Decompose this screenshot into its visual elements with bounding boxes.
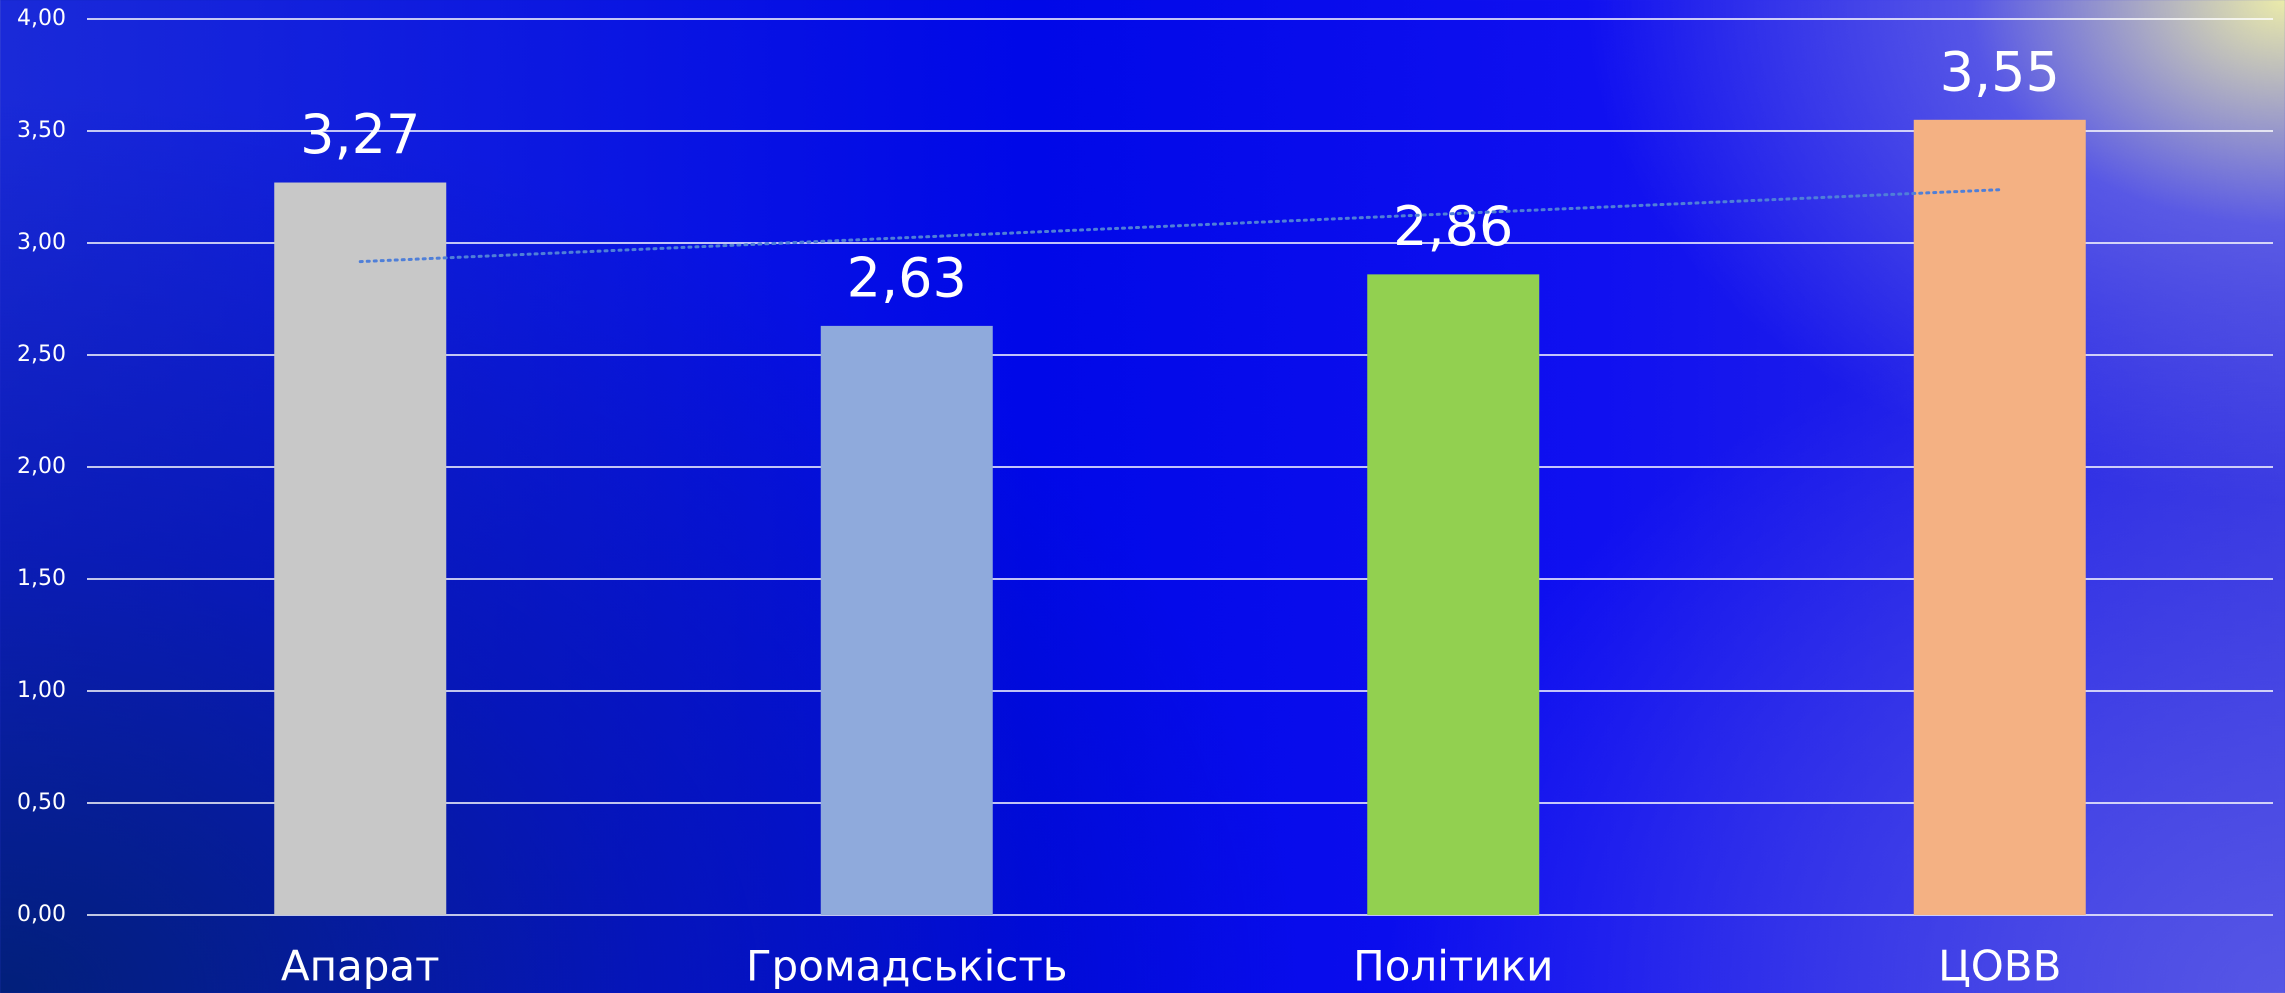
- y-tick-label: 3,00: [17, 230, 66, 255]
- y-tick-label: 4,00: [17, 6, 66, 31]
- y-tick-label: 2,50: [17, 342, 66, 367]
- x-tick-label: ЦОВВ: [1938, 942, 2061, 991]
- y-tick-label: 2,00: [17, 454, 66, 479]
- y-tick-label: 0,00: [17, 902, 66, 927]
- bar: [1913, 119, 2086, 916]
- value-label: 2,63: [847, 247, 967, 310]
- value-label: 3,27: [300, 103, 420, 166]
- x-tick-label: Політики: [1353, 942, 1553, 991]
- y-tick-label: 1,50: [17, 566, 66, 591]
- value-label: 3,55: [1940, 40, 2060, 103]
- y-tick-label: 3,50: [17, 118, 66, 143]
- bar: [820, 325, 993, 915]
- x-tick-label: Апарат: [281, 942, 440, 991]
- y-tick-label: 0,50: [17, 790, 66, 815]
- value-label: 2,86: [1393, 195, 1513, 258]
- x-tick-label: Громадськість: [746, 942, 1068, 991]
- bar: [1367, 274, 1540, 915]
- bar: [274, 182, 447, 915]
- y-tick-label: 1,00: [17, 678, 66, 703]
- trend-line: [358, 188, 2002, 264]
